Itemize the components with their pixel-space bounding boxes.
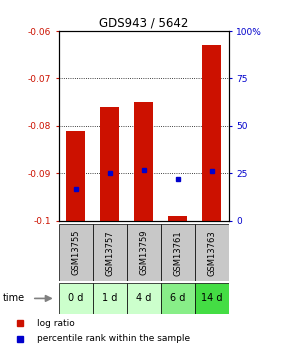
Text: GSM13759: GSM13759 [139, 230, 148, 275]
Bar [59, 224, 93, 281]
Text: 0 d: 0 d [68, 294, 83, 303]
Text: 6 d: 6 d [170, 294, 185, 303]
Text: GSM13755: GSM13755 [71, 230, 80, 275]
Bar [93, 224, 127, 281]
Text: percentile rank within the sample: percentile rank within the sample [38, 334, 190, 343]
Text: time: time [3, 294, 25, 303]
Text: log ratio: log ratio [38, 318, 75, 327]
Bar [127, 283, 161, 314]
Bar [202, 45, 221, 221]
Bar [127, 224, 161, 281]
Bar [195, 224, 229, 281]
Text: 4 d: 4 d [136, 294, 151, 303]
Text: 14 d: 14 d [201, 294, 222, 303]
Bar [100, 107, 119, 221]
Title: GDS943 / 5642: GDS943 / 5642 [99, 17, 188, 30]
Text: GSM13761: GSM13761 [173, 230, 182, 276]
Bar [134, 102, 153, 221]
Bar [93, 283, 127, 314]
Bar [59, 283, 93, 314]
Bar [195, 283, 229, 314]
Text: 1 d: 1 d [102, 294, 117, 303]
Bar [161, 283, 195, 314]
Bar [66, 131, 85, 221]
Text: GSM13757: GSM13757 [105, 230, 114, 276]
Bar [168, 216, 187, 221]
Bar [161, 224, 195, 281]
Text: GSM13763: GSM13763 [207, 230, 216, 276]
